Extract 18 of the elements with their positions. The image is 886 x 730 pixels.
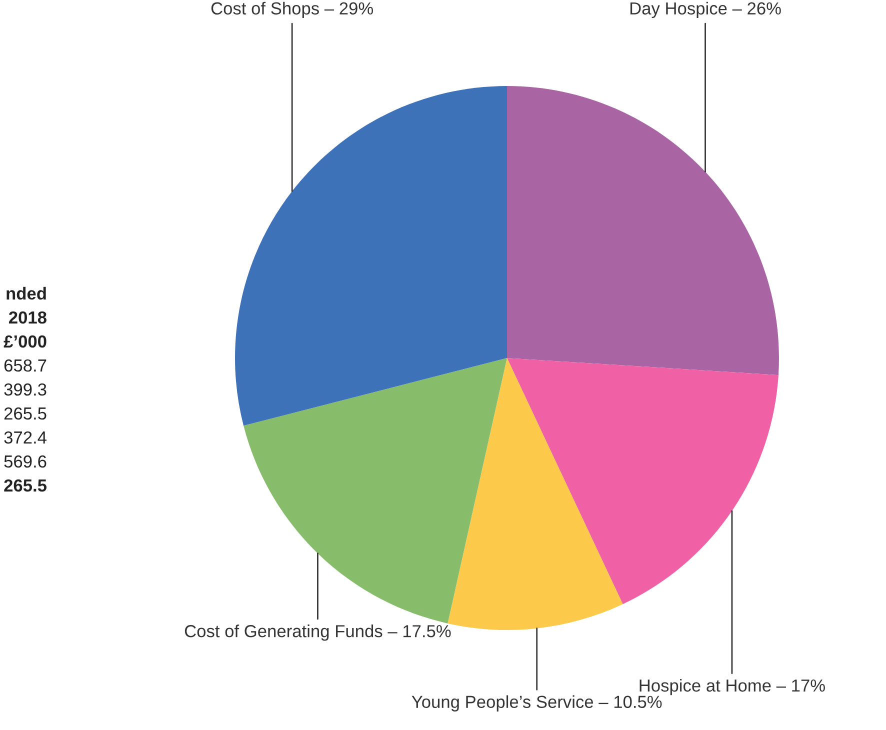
text: 2018 <box>8 311 46 324</box>
text: 372.4 <box>4 431 46 444</box>
text: 399.3 <box>4 383 46 396</box>
slice-label: Young People’s Service – 10.5% <box>412 695 662 712</box>
text: nded <box>6 286 46 300</box>
pie-slice <box>507 86 779 376</box>
pie-slice <box>235 86 507 426</box>
slice-label: Cost of Shops – 29% <box>211 2 374 18</box>
pie-slice <box>244 358 507 624</box>
text: £’000 <box>4 335 46 348</box>
text: 658.7 <box>4 359 46 372</box>
slice-label: Cost of Generating Funds – 17.5% <box>184 624 451 641</box>
slice-label: Hospice at Home – 17% <box>640 678 825 696</box>
pie-slice <box>507 358 778 604</box>
text: 265.5 <box>4 479 47 492</box>
text: 569.6 <box>4 455 46 468</box>
slice-label: Day Hospice – 26% <box>630 2 781 18</box>
text: 265.5 <box>4 407 46 420</box>
